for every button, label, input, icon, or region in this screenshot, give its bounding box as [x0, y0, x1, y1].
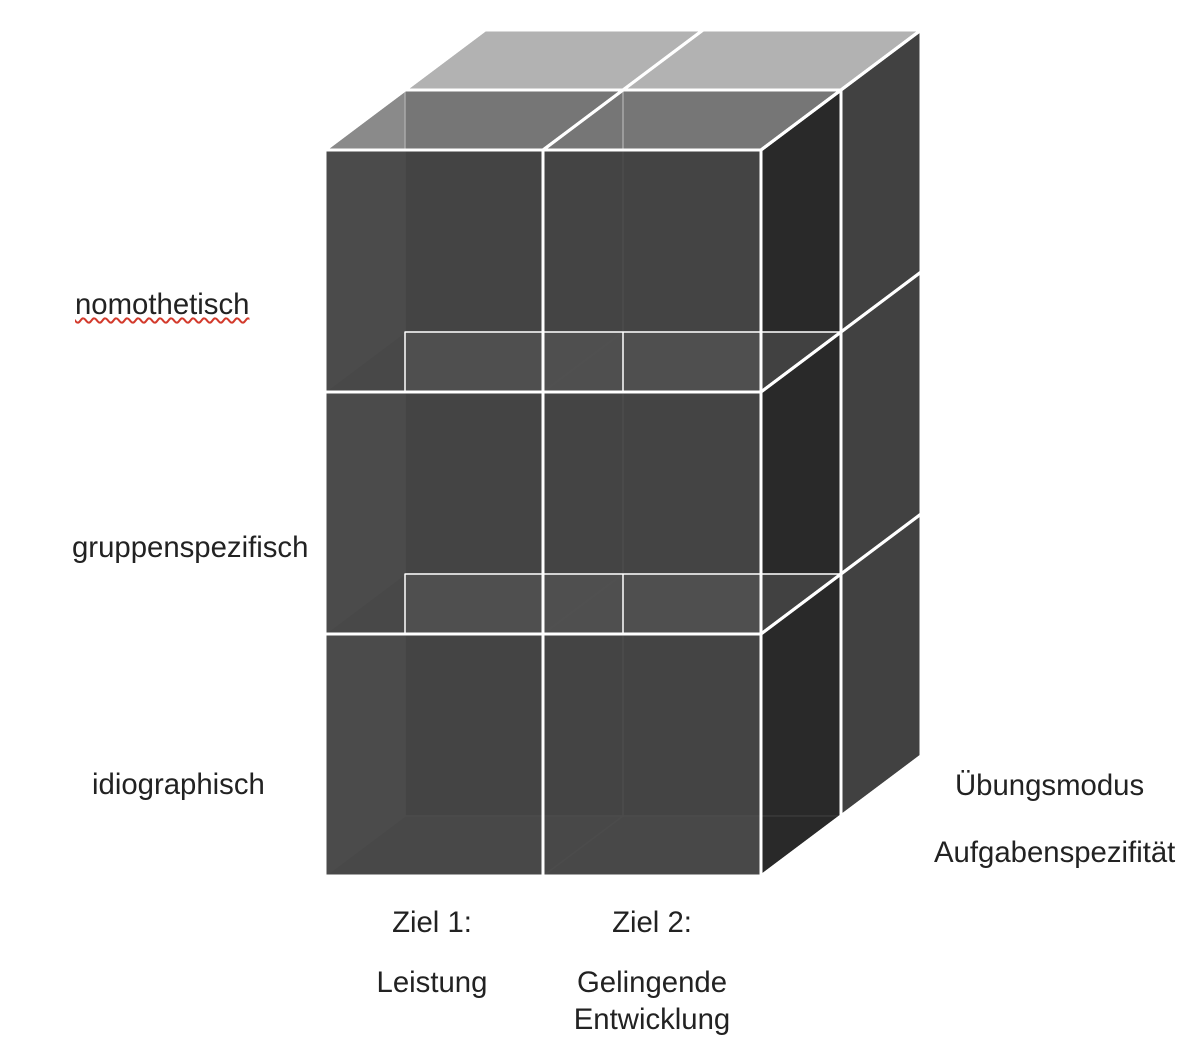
front-cell-1-1: [325, 634, 543, 876]
z-axis-label-1: Aufgabenspezifität: [934, 835, 1175, 872]
cube-grid-svg: [0, 0, 1200, 1044]
right-back-strip-2: [841, 30, 921, 816]
x-axis-label-1-line1: Ziel 2:: [452, 905, 852, 942]
z-axis-label-0: Übungsmodus: [955, 768, 1144, 805]
diagram-stage: nomothetisch gruppenspezifisch idiographis…: [0, 0, 1200, 1044]
x-axis-label-1-line2: Gelingende Entwicklung: [452, 965, 852, 1038]
y-axis-label-0-text: nomothetisch: [75, 288, 249, 321]
y-axis-label-2: idiographisch: [92, 767, 265, 804]
y-axis-label-0: nomothetisch: [75, 290, 249, 321]
y-axis-label-1: gruppenspezifisch: [72, 530, 308, 567]
front-cell-1-2: [543, 634, 761, 876]
